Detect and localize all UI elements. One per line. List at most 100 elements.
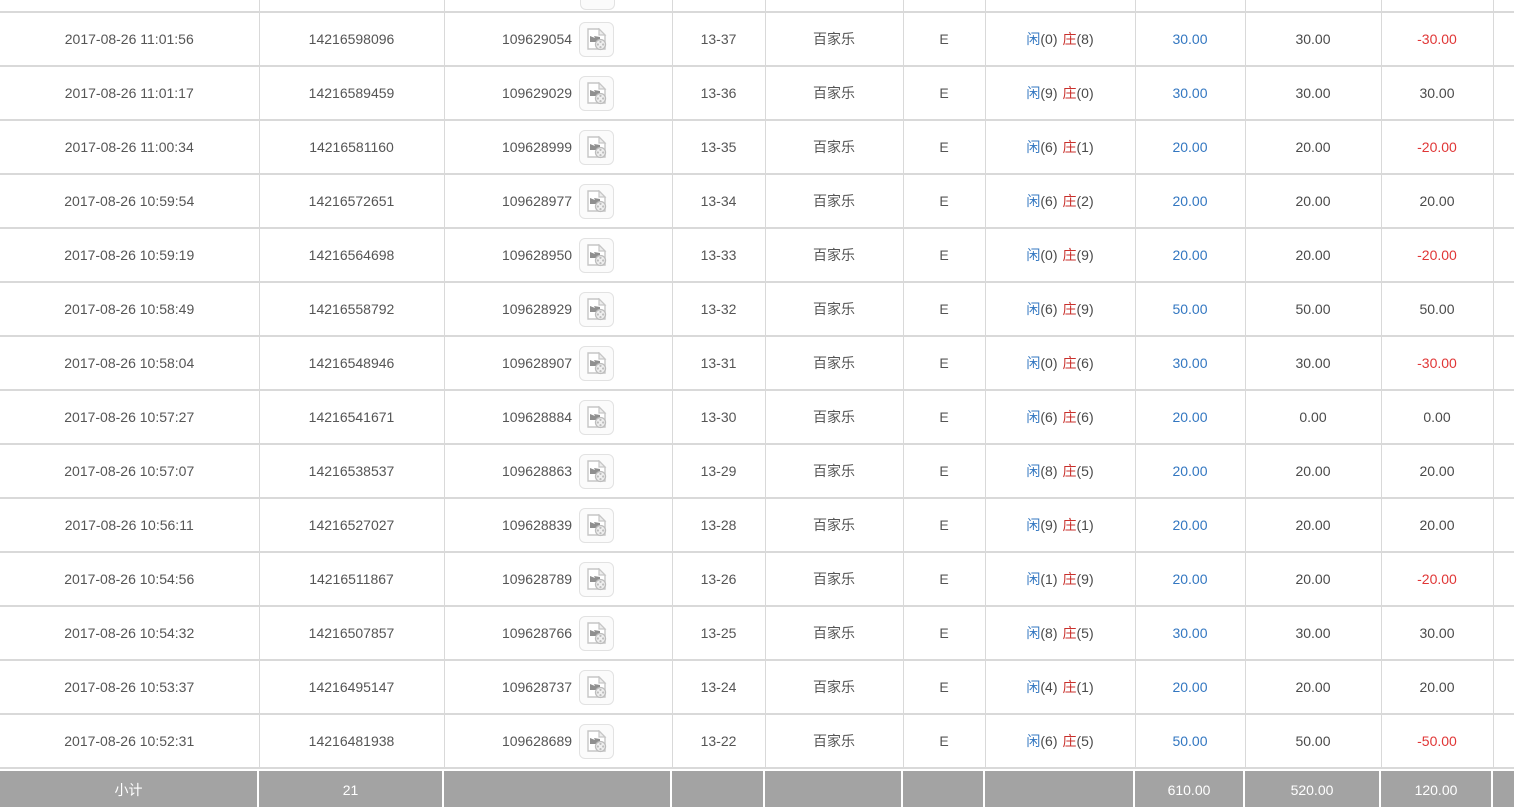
- game-mode-cell: E: [902, 497, 986, 553]
- player-label: 闲: [1026, 355, 1041, 371]
- video-file-icon: [587, 729, 607, 752]
- player-label: 闲: [1026, 409, 1041, 425]
- game-type-cell: 百家乐: [764, 389, 904, 445]
- video-replay-button[interactable]: [579, 75, 615, 111]
- bet-amount-cell: 20.00: [1134, 551, 1246, 607]
- valid-amount-cell: 0.00: [1244, 389, 1382, 445]
- empty-end-cell: [1492, 497, 1514, 553]
- video-replay-button[interactable]: [579, 399, 615, 435]
- video-replay-button[interactable]: [579, 21, 615, 57]
- player-label: 闲: [1026, 463, 1041, 479]
- round-id-cell: 109628950: [443, 227, 673, 283]
- video-file-icon: [587, 459, 607, 482]
- round-id-cell: 109628884: [443, 389, 673, 445]
- player-count: (8): [1040, 463, 1058, 479]
- betting-records-table: 2017-08-26 11:01:56 14216598096 10962905…: [0, 0, 1514, 769]
- game-mode-cell: E: [902, 605, 986, 661]
- banker-count: (5): [1076, 625, 1094, 641]
- win-loss-cell: -20.00: [1380, 551, 1494, 607]
- bet-id-cell: 14216548946: [258, 335, 445, 391]
- video-replay-button[interactable]: [579, 723, 615, 759]
- round-id: 109628689: [501, 733, 573, 749]
- banker-label: 庄: [1062, 571, 1077, 587]
- video-replay-button[interactable]: [579, 237, 615, 273]
- round-id: 109628929: [501, 301, 573, 317]
- bet-id-cell: 14216507857: [258, 605, 445, 661]
- subtotal-count: 21: [259, 771, 444, 807]
- banker-label: 庄: [1062, 247, 1077, 263]
- bet-id-cell: 14216564698: [258, 227, 445, 283]
- game-type-cell: 百家乐: [764, 227, 904, 283]
- player-count: (0): [1040, 31, 1058, 47]
- round-id: 109628907: [501, 355, 573, 371]
- valid-amount-cell: 20.00: [1244, 659, 1382, 715]
- video-replay-button-clipped[interactable]: [579, 0, 615, 10]
- bet-id-cell: 14216541671: [258, 389, 445, 445]
- subtotal-row: 小计 21 610.00 520.00 120.00: [0, 771, 1514, 807]
- empty-end-cell: [1492, 551, 1514, 607]
- player-label: 闲: [1026, 31, 1041, 47]
- bet-amount-cell: 50.00: [1134, 713, 1246, 769]
- valid-amount-cell: 50.00: [1244, 713, 1382, 769]
- player-count: (9): [1040, 517, 1058, 533]
- round-id-cell: 109628977: [443, 173, 673, 229]
- valid-amount-cell: 30.00: [1244, 605, 1382, 661]
- valid-amount-cell: 30.00: [1244, 65, 1382, 121]
- video-replay-button[interactable]: [579, 669, 615, 705]
- bet-amount-cell: 20.00: [1134, 389, 1246, 445]
- banker-count: (2): [1076, 193, 1094, 209]
- bet-amount-cell: 20.00: [1134, 119, 1246, 175]
- video-replay-button[interactable]: [579, 345, 615, 381]
- bet-time-cell: 2017-08-26 11:00:34: [0, 119, 260, 175]
- video-replay-button[interactable]: [579, 291, 615, 327]
- bet-id-cell: 14216527027: [258, 497, 445, 553]
- table-round-cell: 13-37: [671, 11, 766, 67]
- valid-amount-cell: 20.00: [1244, 443, 1382, 499]
- game-mode-cell: E: [902, 551, 986, 607]
- video-replay-button[interactable]: [579, 561, 615, 597]
- banker-count: (5): [1076, 463, 1094, 479]
- game-mode-cell: E: [902, 335, 986, 391]
- player-count: (4): [1040, 679, 1058, 695]
- player-count: (1): [1040, 571, 1058, 587]
- game-type-cell: 百家乐: [764, 335, 904, 391]
- game-type-cell: 百家乐: [764, 281, 904, 337]
- valid-amount-cell: 20.00: [1244, 551, 1382, 607]
- table-row: 2017-08-26 10:58:04 14216548946 10962890…: [0, 335, 1514, 391]
- empty-end-cell: [1492, 335, 1514, 391]
- game-type-cell: 百家乐: [764, 119, 904, 175]
- empty-end-cell: [1492, 605, 1514, 661]
- bet-id-cell: 14216572651: [258, 173, 445, 229]
- win-loss-cell: 20.00: [1380, 659, 1494, 715]
- banker-count: (9): [1076, 571, 1094, 587]
- banker-label: 庄: [1062, 139, 1077, 155]
- table-round-cell: 13-29: [671, 443, 766, 499]
- valid-amount-cell: 30.00: [1244, 11, 1382, 67]
- player-count: (8): [1040, 625, 1058, 641]
- game-type-cell: 百家乐: [764, 497, 904, 553]
- video-replay-button[interactable]: [579, 507, 615, 543]
- video-replay-button[interactable]: [579, 615, 615, 651]
- empty-end-cell: [1492, 65, 1514, 121]
- game-type-cell: 百家乐: [764, 551, 904, 607]
- table-row: 2017-08-26 10:58:49 14216558792 10962892…: [0, 281, 1514, 337]
- video-replay-button[interactable]: [579, 129, 615, 165]
- bet-time-cell: 2017-08-26 11:01:56: [0, 11, 260, 67]
- result-cell: 闲(9) 庄(1): [984, 497, 1136, 553]
- game-mode-cell: E: [902, 443, 986, 499]
- player-count: (6): [1040, 301, 1058, 317]
- table-round-cell: 13-32: [671, 281, 766, 337]
- bet-time-cell: 2017-08-26 10:56:11: [0, 497, 260, 553]
- bet-amount-cell: 20.00: [1134, 497, 1246, 553]
- video-replay-button[interactable]: [579, 453, 615, 489]
- round-id-cell: 109628839: [443, 497, 673, 553]
- bet-time-cell: 2017-08-26 10:57:07: [0, 443, 260, 499]
- win-loss-cell: 20.00: [1380, 497, 1494, 553]
- player-count: (6): [1040, 193, 1058, 209]
- video-replay-button[interactable]: [579, 183, 615, 219]
- game-mode-cell: E: [902, 11, 986, 67]
- video-file-icon: [587, 27, 607, 50]
- win-loss-cell: -30.00: [1380, 11, 1494, 67]
- banker-count: (1): [1076, 679, 1094, 695]
